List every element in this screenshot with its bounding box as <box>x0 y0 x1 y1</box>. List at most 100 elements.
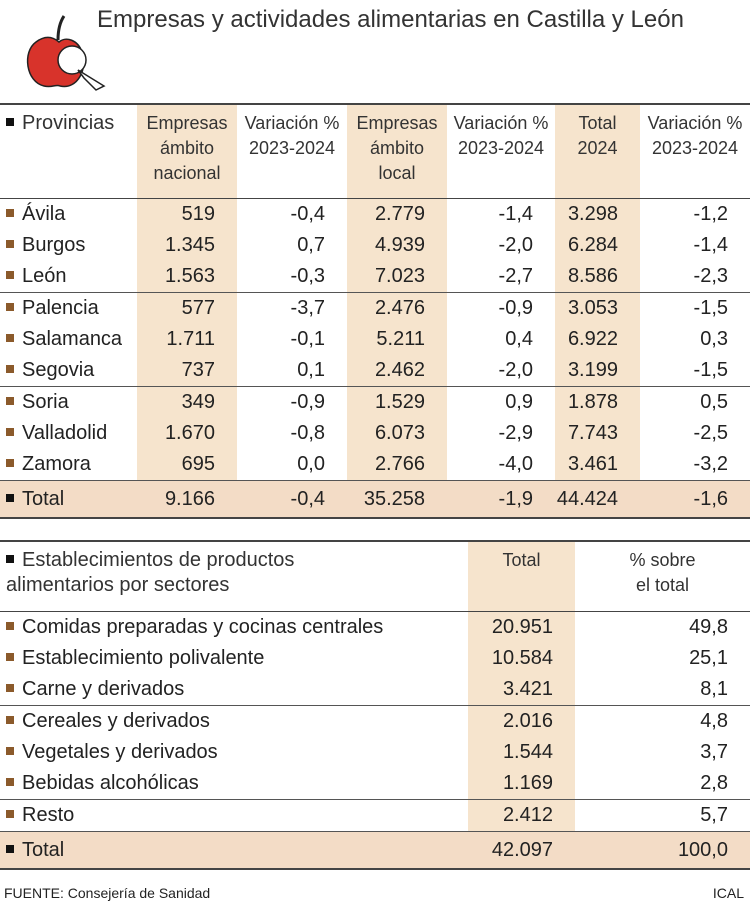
column-header: Empresas ámbito local <box>347 104 447 199</box>
cell-text: 3.053 <box>567 297 618 319</box>
cell-text: -2,9 <box>498 422 533 444</box>
column-header-text: Empresas ámbito local <box>356 113 438 183</box>
header-row: Provincias Empresas ámbito nacional Variac… <box>0 104 750 199</box>
column-header-text: Provincias <box>22 112 115 134</box>
bullet <box>6 555 14 563</box>
cell: 0,9 <box>447 387 555 419</box>
cell: -0,8 <box>237 418 347 449</box>
column-header: Variación % 2023-2024 <box>640 104 750 199</box>
bullet <box>6 747 14 755</box>
total-label-text: Total <box>22 487 65 510</box>
cell-text: 1.670 <box>164 422 215 444</box>
cell-text: -2,5 <box>693 422 728 444</box>
row-label-text: Vegetales y derivados <box>22 741 218 763</box>
bullet <box>6 716 14 724</box>
row: Burgos 1.345 0,7 4.939 -2,0 6.284 -1,4 <box>0 230 750 261</box>
row: Salamanca 1.711 -0,1 5.211 0,4 6.922 0,3 <box>0 324 750 355</box>
bullet <box>6 118 14 126</box>
cell: -0,1 <box>237 324 347 355</box>
row-label-text: Salamanca <box>22 328 123 350</box>
column-header-text: Variación % 2023-2024 <box>244 113 340 158</box>
cell-text: 5.211 <box>376 328 425 350</box>
cell: 1.563 <box>137 261 237 293</box>
cell-text: 0,1 <box>297 359 325 381</box>
cell: 2.016 <box>468 705 575 737</box>
cell: -3,7 <box>237 293 347 325</box>
bullet <box>6 334 14 342</box>
cell-text: -2,0 <box>498 234 533 256</box>
cell-text: -1,2 <box>693 203 728 225</box>
bullet <box>6 493 14 502</box>
cell-text: -0,8 <box>290 422 325 444</box>
apple-icon <box>26 15 106 91</box>
cell-text: 1.169 <box>502 772 553 794</box>
cell-text: -0,9 <box>498 297 533 319</box>
bullet <box>6 653 14 661</box>
cell-text: 10.584 <box>491 647 553 669</box>
column-header-text: % sobre el total <box>629 550 696 595</box>
cell: 3,7 <box>575 737 750 768</box>
cell-text: 2.779 <box>374 203 425 225</box>
cell: -1,4 <box>447 199 555 231</box>
cell-text: 2.016 <box>502 710 553 732</box>
row: Vegetales y derivados 1.544 3,7 <box>0 737 750 768</box>
cell-text: -2,0 <box>498 359 533 381</box>
cell: -2,7 <box>447 261 555 293</box>
cell: 0,0 <box>237 449 347 481</box>
column-header-text: Total 2024 <box>577 113 618 158</box>
bullet <box>6 271 14 279</box>
total-row: Total 42.097 100,0 <box>0 831 750 869</box>
bullet <box>6 428 14 436</box>
cell: 49,8 <box>575 612 750 644</box>
total-cell-text: -1,9 <box>498 487 533 510</box>
bullet <box>6 622 14 630</box>
cell: 0,3 <box>640 324 750 355</box>
cell: -0,9 <box>447 293 555 325</box>
row: Comidas preparadas y cocinas centrales 20… <box>0 611 750 644</box>
total-label-text: Total <box>22 838 65 861</box>
cell-text: 8,1 <box>700 678 728 700</box>
cell: -2,3 <box>640 261 750 293</box>
cell-text: 3,7 <box>700 741 728 763</box>
cell: 2.476 <box>347 292 447 324</box>
row-label: Burgos <box>0 230 137 261</box>
row-label: Carne y derivados <box>0 674 468 706</box>
total-cell: 35.258 <box>347 480 447 518</box>
bullet <box>6 459 14 467</box>
cell-text: 3.461 <box>567 453 618 475</box>
column-header-text: Empresas ámbito nacional <box>146 113 228 183</box>
cell-text: 519 <box>181 203 215 225</box>
row-label: Cereales y derivados <box>0 706 468 738</box>
total-cell: -0,4 <box>237 480 347 518</box>
bullet <box>6 397 14 405</box>
cell-text: 4.939 <box>374 234 425 256</box>
cell: -4,0 <box>447 449 555 481</box>
row-label-text: León <box>22 265 67 287</box>
row: Cereales y derivados 2.016 4,8 <box>0 705 750 738</box>
row: Valladolid 1.670 -0,8 6.073 -2,9 7.743 -2,5 <box>0 418 750 449</box>
cell-text: 695 <box>181 453 215 475</box>
bullet <box>6 303 14 311</box>
row-label-text: Segovia <box>22 359 95 381</box>
row-label-text: Zamora <box>22 453 91 475</box>
cell: 5.211 <box>347 324 447 355</box>
cell: 0,7 <box>237 230 347 261</box>
cell: 3.199 <box>555 355 640 387</box>
bullet <box>6 778 14 786</box>
column-header: Empresas ámbito nacional <box>137 104 237 199</box>
cell-text: 2.462 <box>374 359 425 381</box>
cell: 3.461 <box>555 449 640 481</box>
total-label: Total <box>0 480 137 518</box>
cell: -2,0 <box>447 230 555 261</box>
total-cell-text: 44.424 <box>556 487 618 510</box>
total-label: Total <box>0 831 468 869</box>
cell: 7.743 <box>555 418 640 449</box>
bullet <box>6 844 14 853</box>
cell: 8.586 <box>555 261 640 293</box>
cell-text: 4,8 <box>700 710 728 732</box>
cell: 0,4 <box>447 324 555 355</box>
cell-text: 2.412 <box>502 804 553 826</box>
row: Carne y derivados 3.421 8,1 <box>0 674 750 706</box>
cell: 1.711 <box>137 324 237 355</box>
